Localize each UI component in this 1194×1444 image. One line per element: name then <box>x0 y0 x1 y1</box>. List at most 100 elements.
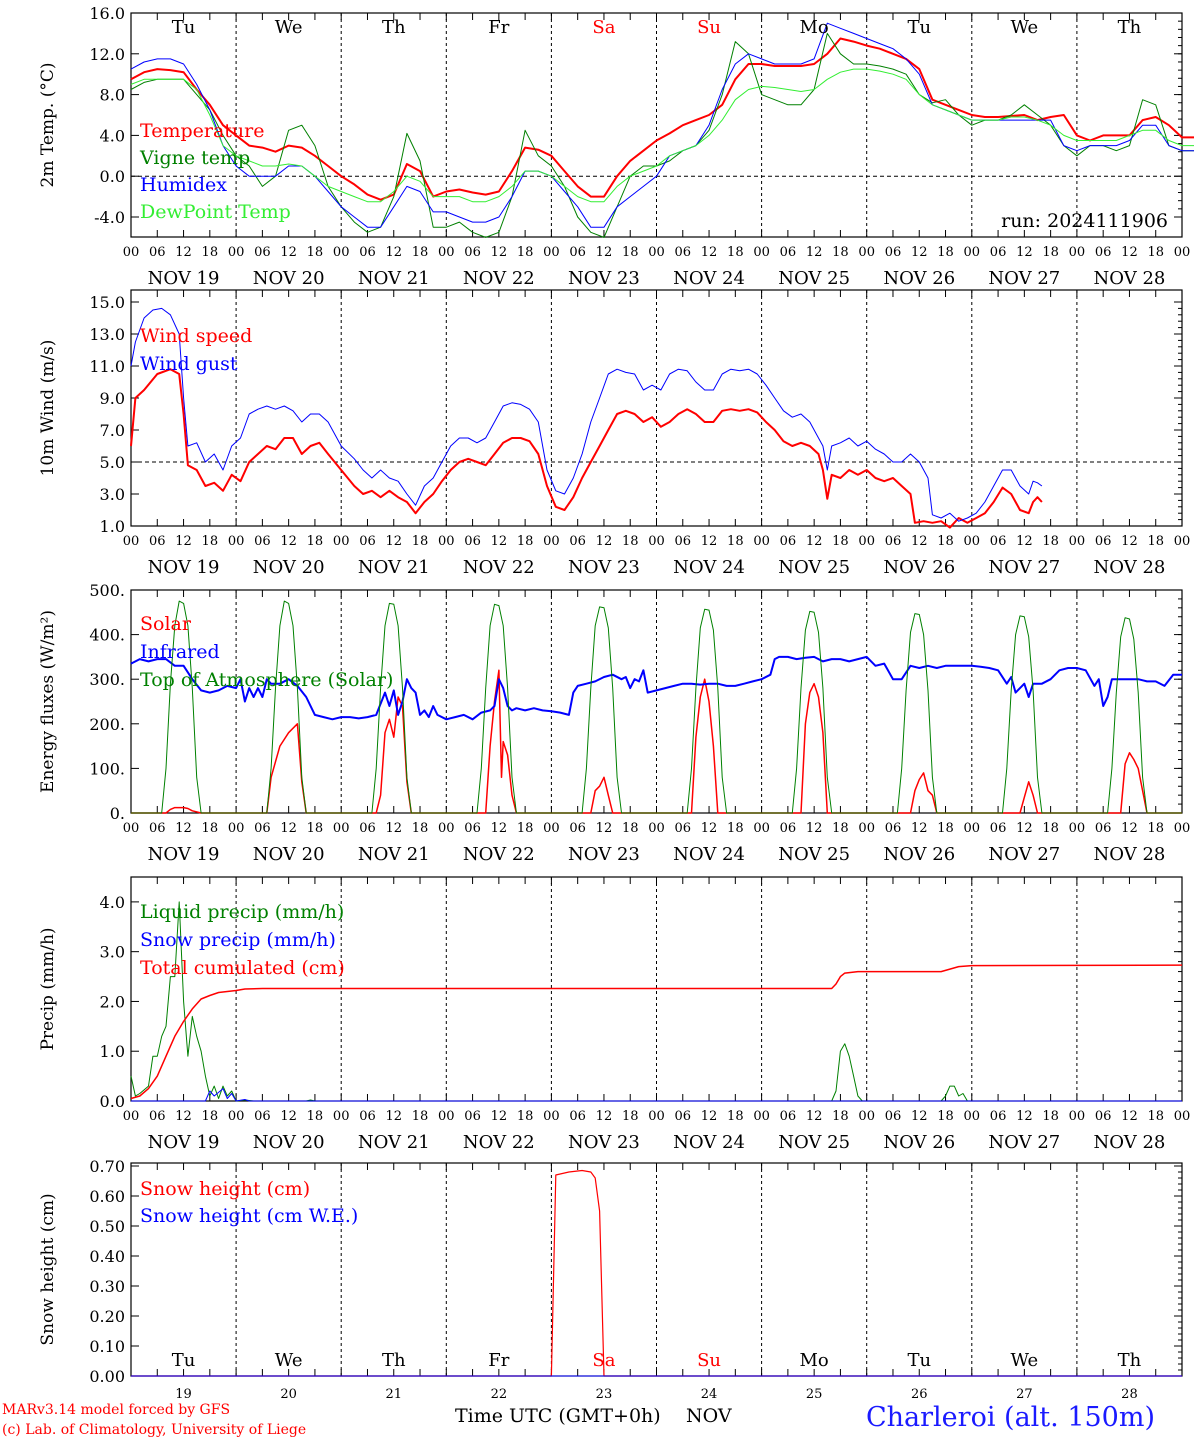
y-tick-label: 0.10 <box>89 1337 125 1356</box>
hour-tick-label: 12 <box>385 245 402 260</box>
hour-tick-label: 18 <box>1042 534 1059 549</box>
hour-tick-label: 06 <box>780 1109 797 1124</box>
date-label: NOV 21 <box>358 1132 430 1153</box>
hour-tick-label: 18 <box>832 534 849 549</box>
hour-tick-label: 18 <box>727 534 744 549</box>
hour-tick-label: 12 <box>911 534 928 549</box>
hour-tick-label: 18 <box>307 1109 324 1124</box>
legend-entry: Temperature <box>140 120 264 142</box>
hour-tick-label: 00 <box>858 245 875 260</box>
hour-tick-label: 18 <box>1042 1109 1059 1124</box>
series-line-temperature <box>130 37 1194 201</box>
hour-tick-label: 00 <box>964 534 981 549</box>
hour-tick-label: 06 <box>359 245 376 260</box>
hour-tick-label: 00 <box>1174 821 1191 836</box>
date-label: NOV 23 <box>568 1132 640 1153</box>
date-label: NOV 21 <box>358 844 430 865</box>
hour-tick-label: 12 <box>491 1109 508 1124</box>
legend-entry: Infrared <box>140 641 220 663</box>
hour-tick-label: 00 <box>228 534 245 549</box>
y-tick-label: 0.50 <box>89 1217 125 1236</box>
hour-tick-label: 12 <box>596 821 613 836</box>
date-label: NOV 28 <box>1094 557 1166 578</box>
date-label: NOV 25 <box>778 844 850 865</box>
hour-tick-label: 00 <box>964 245 981 260</box>
hour-tick-label: 06 <box>254 245 271 260</box>
hour-tick-label: 18 <box>937 1109 954 1124</box>
hour-tick-label: 12 <box>911 1109 928 1124</box>
y-axis-label: 10m Wind (m/s) <box>38 340 58 477</box>
hour-tick-label: 18 <box>517 1109 534 1124</box>
hour-tick-label: 00 <box>438 821 455 836</box>
series-line-snow-precip-mm-h- <box>131 1088 1182 1102</box>
hour-tick-label: 06 <box>885 245 902 260</box>
date-label: NOV 19 <box>148 844 220 865</box>
hour-tick-label: 00 <box>228 245 245 260</box>
hour-tick-label: 18 <box>307 245 324 260</box>
legend-entry: Wind gust <box>140 353 238 375</box>
date-label: NOV 20 <box>253 557 325 578</box>
hour-tick-label: 06 <box>885 821 902 836</box>
day-number-label: 20 <box>280 1387 297 1402</box>
hour-tick-label: 18 <box>517 245 534 260</box>
hour-tick-label: 06 <box>359 821 376 836</box>
day-of-week-label: Th <box>1118 17 1142 38</box>
day-of-week-label: We <box>1011 1350 1039 1371</box>
day-number-label: 21 <box>385 1387 402 1402</box>
hour-tick-label: 12 <box>701 821 718 836</box>
day-of-week-label: Th <box>1118 1350 1142 1371</box>
hour-tick-label: 12 <box>911 821 928 836</box>
date-label: NOV 26 <box>883 557 955 578</box>
hour-tick-label: 00 <box>964 1109 981 1124</box>
hour-tick-label: 12 <box>385 821 402 836</box>
legend-entry: Total cumulated (cm) <box>140 957 345 979</box>
date-label: NOV 25 <box>778 268 850 289</box>
date-label: NOV 19 <box>148 557 220 578</box>
date-label: NOV 22 <box>463 1132 535 1153</box>
day-of-week-label: Tu <box>907 17 931 38</box>
hour-tick-label: 12 <box>385 1109 402 1124</box>
hour-tick-label: 06 <box>359 534 376 549</box>
hour-tick-label: 12 <box>1121 534 1138 549</box>
hour-tick-label: 00 <box>543 245 560 260</box>
hour-tick-label: 06 <box>464 534 481 549</box>
hour-tick-label: 00 <box>964 821 981 836</box>
y-tick-label: 0.70 <box>89 1157 125 1176</box>
hour-tick-label: 06 <box>990 821 1007 836</box>
hour-tick-label: 06 <box>780 821 797 836</box>
hour-tick-label: 18 <box>1147 821 1164 836</box>
hour-tick-label: 06 <box>885 534 902 549</box>
hour-tick-label: 18 <box>937 534 954 549</box>
y-tick-label: 100. <box>89 759 125 778</box>
series-line-top-of-atmosphere-solar- <box>131 600 1182 814</box>
hour-tick-label: 06 <box>254 1109 271 1124</box>
date-label: NOV 24 <box>673 1132 745 1153</box>
panel-temp: 16.0 12.0 8.0 4.0 0.0 -4.0 2m Temp. (°C) Temper… <box>38 4 1194 289</box>
y-tick-label: 15.0 <box>89 293 125 312</box>
hour-tick-label: 00 <box>1069 821 1086 836</box>
date-label: NOV 27 <box>988 1132 1060 1153</box>
legend-entry: Solar <box>140 613 192 635</box>
hour-tick-label: 18 <box>622 1109 639 1124</box>
legend-entry: Liquid precip (mm/h) <box>140 901 344 923</box>
day-number-label: 28 <box>1121 1387 1138 1402</box>
y-tick-label: 16.0 <box>89 4 125 23</box>
y-tick-label: 500. <box>89 581 125 600</box>
date-label: NOV 27 <box>988 844 1060 865</box>
hour-tick-label: 12 <box>701 245 718 260</box>
hour-tick-label: 18 <box>832 245 849 260</box>
hour-tick-label: 12 <box>1016 534 1033 549</box>
month-label: NOV <box>686 1405 732 1427</box>
date-label: NOV 26 <box>883 1132 955 1153</box>
day-of-week-label: We <box>275 1350 303 1371</box>
day-of-week-label: Tu <box>172 17 196 38</box>
hour-tick-label: 12 <box>491 245 508 260</box>
day-of-week-label: Mo <box>800 1350 829 1371</box>
y-tick-label: 4.0 <box>100 893 125 912</box>
y-tick-label: 1.0 <box>100 517 125 536</box>
hour-tick-label: 00 <box>333 821 350 836</box>
hour-tick-label: 06 <box>1095 245 1112 260</box>
hour-tick-label: 12 <box>1121 1109 1138 1124</box>
y-tick-label: 5.0 <box>100 453 125 472</box>
hour-tick-label: 18 <box>517 534 534 549</box>
